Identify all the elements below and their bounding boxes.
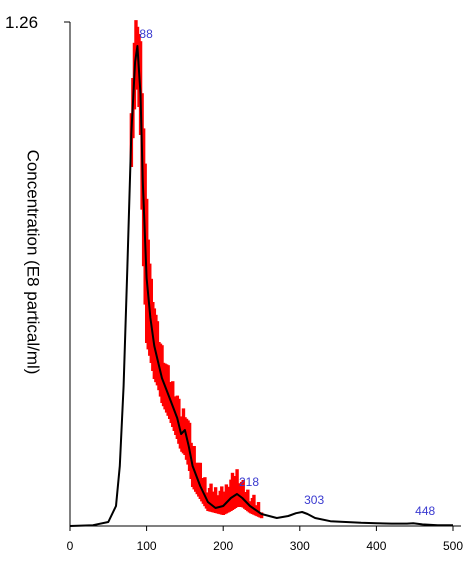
error-bar xyxy=(252,494,256,515)
x-tick-label-0: 0 xyxy=(67,539,74,553)
error-band-layer xyxy=(129,20,264,519)
x-tick-label-200: 200 xyxy=(213,539,233,553)
x-tick-label-400: 400 xyxy=(366,539,386,553)
error-bar xyxy=(256,502,261,517)
y-axis-title: Concentration (E8 partical/ml) xyxy=(24,150,43,375)
x-tick-label-300: 300 xyxy=(290,539,310,553)
peak-label-303: 303 xyxy=(304,493,324,507)
error-bar xyxy=(241,480,245,508)
error-bar xyxy=(246,489,250,512)
peak-label-218: 218 xyxy=(239,475,259,489)
x-tick-layer: 0 100 200 300 400 500 xyxy=(67,526,463,553)
error-bar xyxy=(203,477,207,507)
peak-label-layer: 88 218 303 448 xyxy=(139,27,435,518)
series-line xyxy=(69,45,453,527)
peak-label-88: 88 xyxy=(139,27,153,41)
error-bar xyxy=(259,512,264,519)
y-axis-max-label: 1.26 xyxy=(5,13,38,32)
x-tick-label-100: 100 xyxy=(137,539,157,553)
peak-label-448: 448 xyxy=(415,504,435,518)
series-line-layer xyxy=(69,45,453,527)
x-tick-label-500: 500 xyxy=(443,539,463,553)
